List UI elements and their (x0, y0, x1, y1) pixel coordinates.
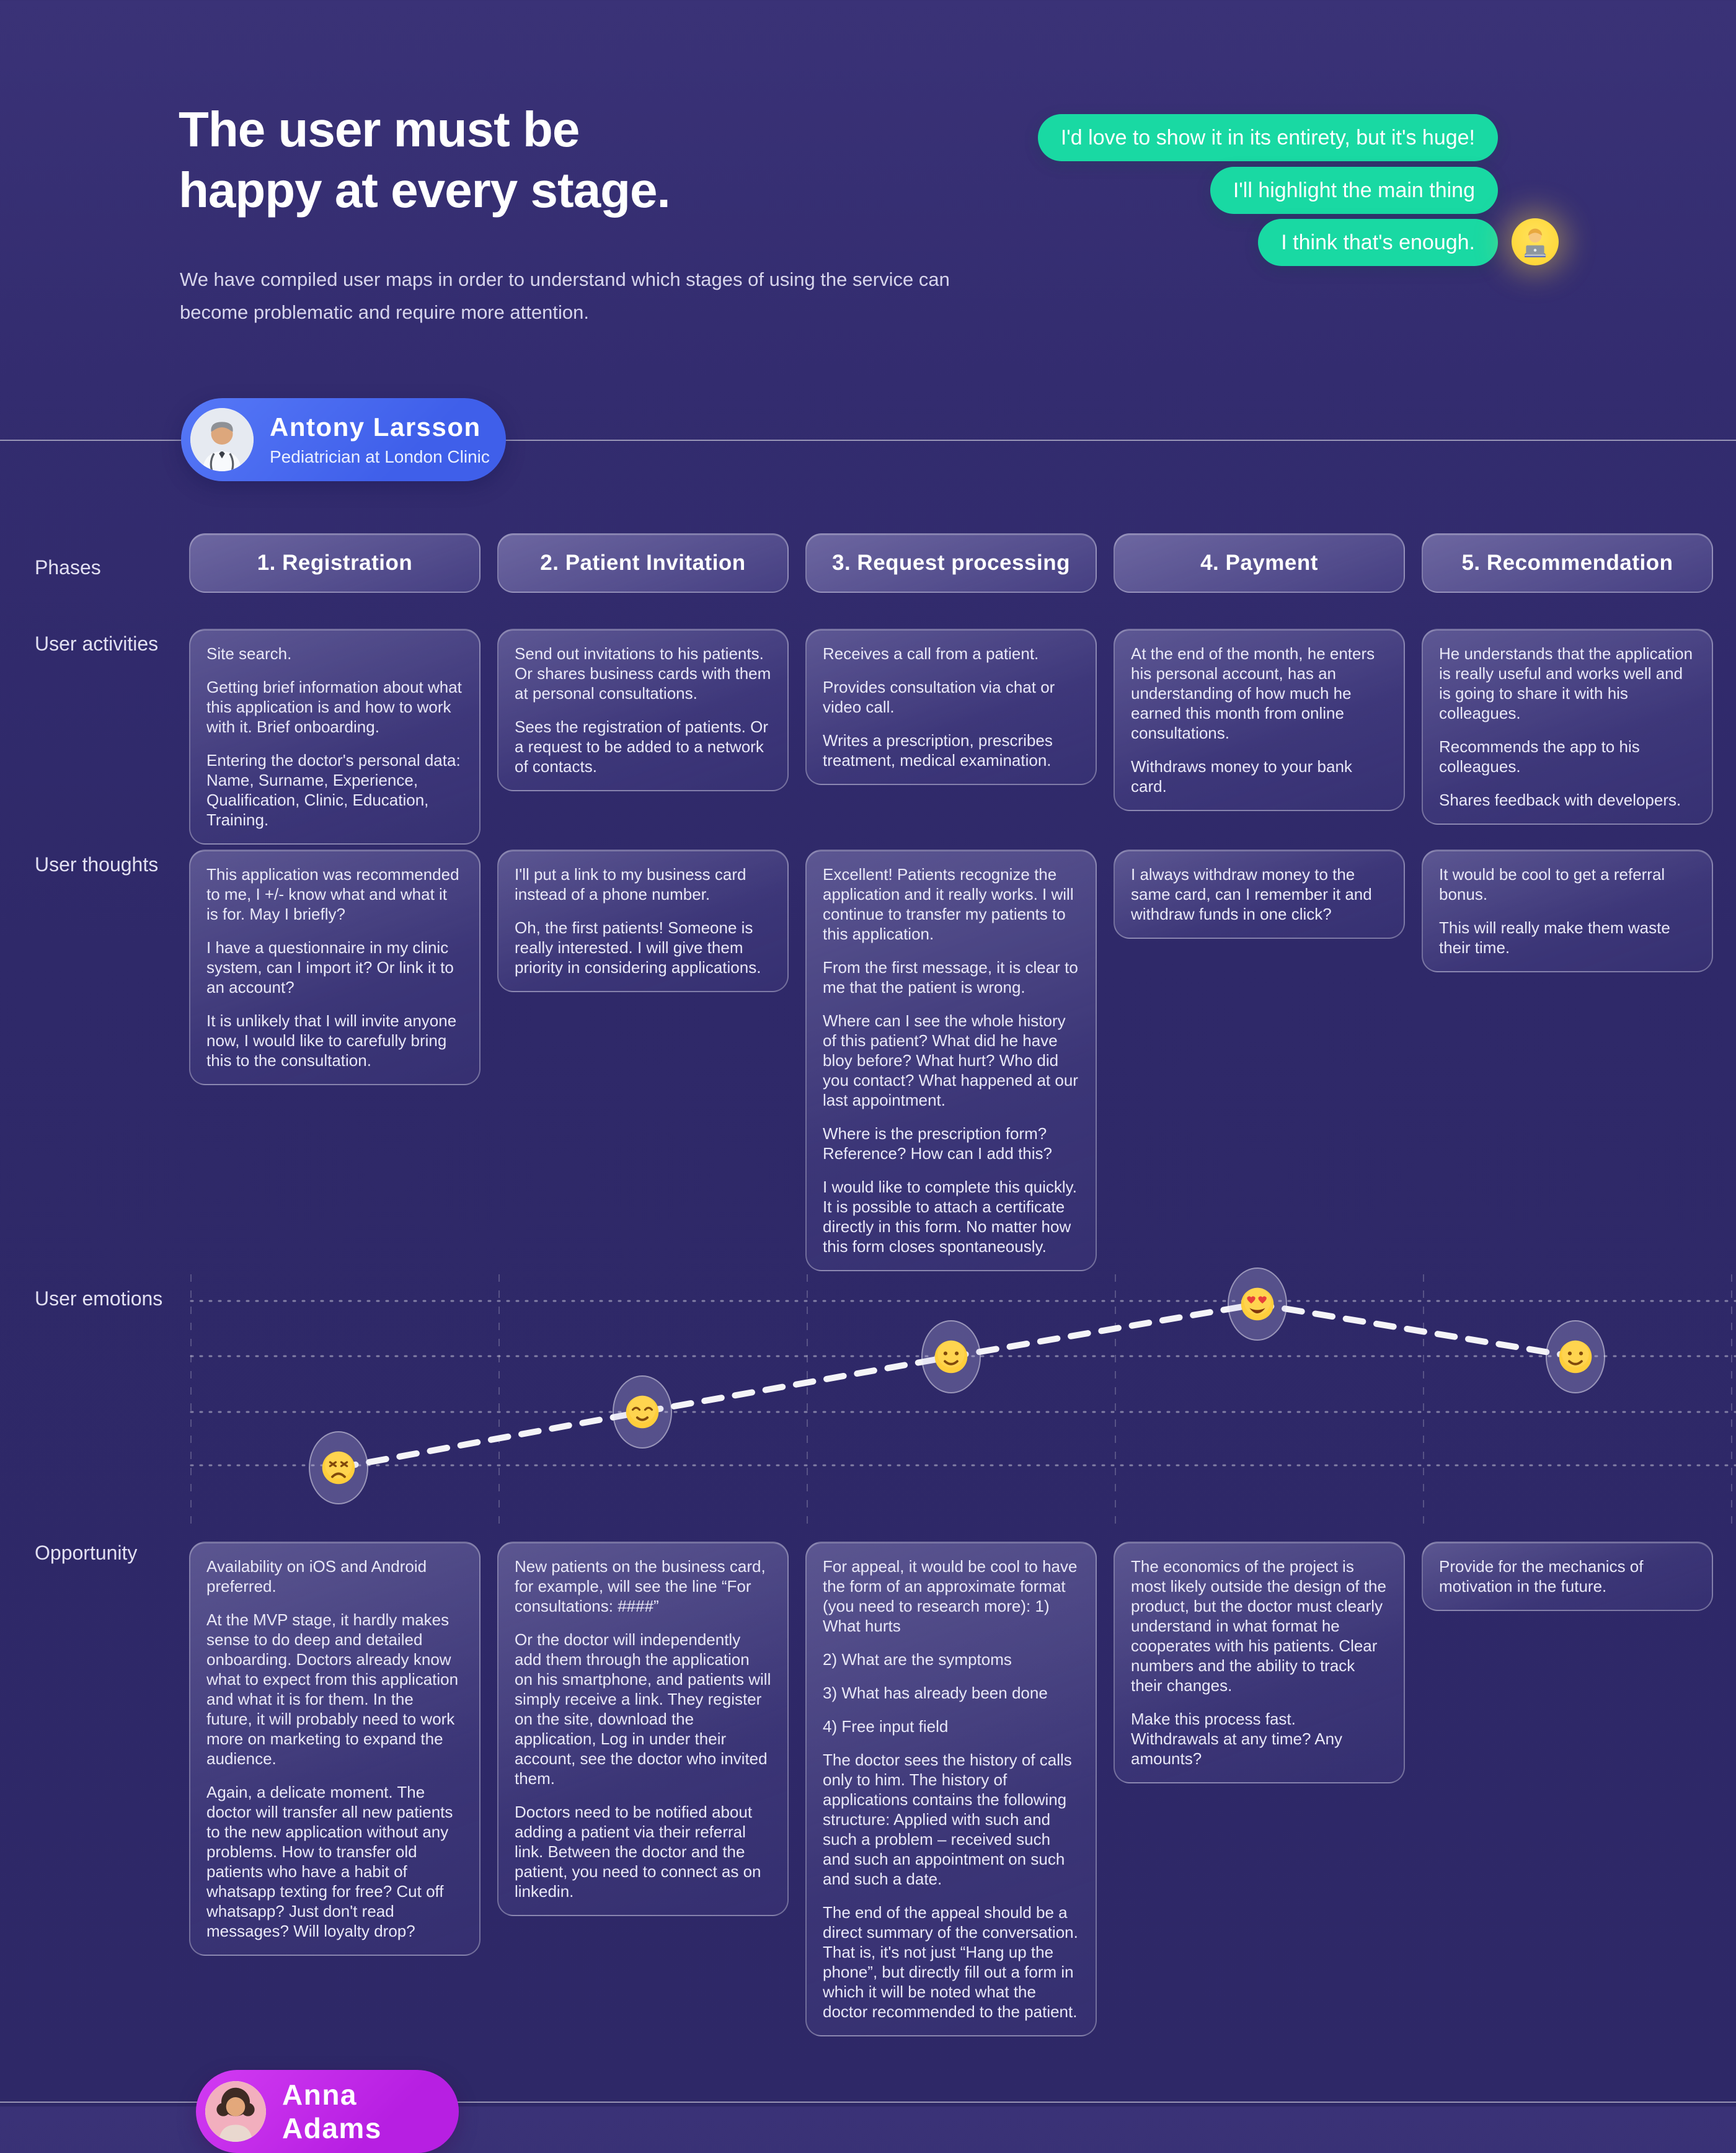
activities-card-payment: At the end of the month, he enters his p… (1114, 629, 1405, 811)
row-label-user-emotions: User emotions (35, 1287, 163, 1310)
page-subtitle: We have compiled user maps in order to u… (180, 269, 950, 323)
anna-avatar (205, 2081, 266, 2142)
opportunity-text: Again, a delicate moment. The doctor wil… (206, 1783, 453, 1940)
opportunity-text: The end of the appeal should be a direct… (823, 1903, 1078, 2021)
emotions-grid-and-line (190, 1274, 1736, 1532)
opportunity-card-patient-invitation: New patients on the business card, for e… (497, 1542, 789, 1916)
persona-role: Pediatrician at London Clinic (270, 447, 490, 466)
thoughts-card-recommendation: It would be cool to get a referral bonus… (1422, 850, 1713, 972)
top-divider-line (0, 440, 1736, 441)
persona-name: Antony Larsson (270, 412, 481, 442)
thought-text: Excellent! Patients recognize the applic… (823, 865, 1074, 943)
row-label-user-activities: User activities (35, 633, 159, 655)
activities-card-request-processing: Receives a call from a patient. Provides… (805, 629, 1097, 785)
user-emotions-chart (0, 1265, 1736, 1538)
phase-card-recommendation: 5. Recommendation (1422, 533, 1713, 593)
emotion-point-request-processing (921, 1320, 981, 1393)
doctor-avatar-glyph (190, 408, 254, 471)
activity-text: Recommends the app to his colleagues. (1439, 737, 1640, 776)
activity-text: Send out invitations to his patients. Or… (515, 644, 771, 703)
thought-text: I would like to complete this quickly. I… (823, 1178, 1077, 1256)
phase-card-patient-invitation: 2. Patient Invitation (497, 533, 789, 593)
opportunity-text: 4) Free input field (823, 1717, 949, 1736)
persevering-face-icon (322, 1451, 355, 1485)
activities-card-registration: Site search. Getting brief information a… (189, 629, 480, 845)
activity-text: Sees the registration of patients. Or a … (515, 717, 768, 776)
technologist-glyph (1525, 228, 1546, 257)
slightly-smiling-face-icon (1559, 1340, 1592, 1374)
activity-text: Provides consultation via chat or video … (823, 678, 1055, 716)
emotion-point-patient-invitation (613, 1375, 672, 1449)
chat-bubble-3: I think that's enough. (1258, 219, 1498, 266)
opportunity-text: Or the doctor will independently add the… (515, 1630, 771, 1788)
opportunity-text: New patients on the business card, for e… (515, 1557, 766, 1615)
thought-text: It would be cool to get a referral bonus… (1439, 865, 1665, 903)
bottom-divider-line (0, 2102, 1736, 2103)
activity-text: At the end of the month, he enters his p… (1131, 644, 1375, 742)
opportunity-text: For appeal, it would be cool to have the… (823, 1557, 1078, 1635)
opportunity-text: Provide for the mechanics of motivation … (1439, 1557, 1644, 1596)
opportunity-text: The doctor sees the history of calls onl… (823, 1751, 1072, 1888)
opportunity-text: The economics of the project is most lik… (1131, 1557, 1386, 1695)
woman-avatar-glyph (205, 2081, 266, 2142)
activity-text: Entering the doctor's personal data: Nam… (206, 751, 461, 829)
thought-text: This will really make them waste their t… (1439, 918, 1670, 957)
opportunity-text: At the MVP stage, it hardly makes sense … (206, 1610, 459, 1768)
persona-name: Anna Adams (282, 2079, 382, 2144)
phase-card-request-processing: 3. Request processing (805, 533, 1097, 593)
opportunity-text: Doctors need to be notified about adding… (515, 1803, 761, 1901)
row-label-phases: Phases (35, 556, 101, 579)
opportunity-card-registration: Availability on iOS and Android preferre… (189, 1542, 480, 1956)
phase-card-payment: 4. Payment (1114, 533, 1405, 593)
activity-text: Writes a prescription, prescribes treatm… (823, 731, 1053, 770)
thought-text: Where can I see the whole history of thi… (823, 1011, 1078, 1109)
chat-bubble-2: I'll highlight the main thing (1210, 167, 1498, 214)
chat-bubble-1: I'd love to show it in its entirety, but… (1037, 114, 1498, 161)
page-title-line2: happy at every stage. (179, 162, 671, 218)
opportunity-text: 3) What has already been done (823, 1684, 1048, 1702)
activity-text: Withdraws money to your bank card. (1131, 757, 1352, 796)
thoughts-card-payment: I always withdraw money to the same card… (1114, 850, 1405, 939)
phase-card-registration: 1. Registration (189, 533, 480, 593)
page-title-line1: The user must be (179, 102, 580, 157)
relieved-face-icon (626, 1395, 659, 1429)
row-label-user-thoughts: User thoughts (35, 853, 159, 876)
thoughts-card-registration: This application was recommended to me, … (189, 850, 480, 1085)
persona-card-anna: Anna Adams (196, 2070, 459, 2153)
thoughts-card-patient-invitation: I'll put a link to my business card inst… (497, 850, 789, 992)
slightly-smiling-face-icon (934, 1340, 968, 1374)
thought-text: Oh, the first patients! Someone is reall… (515, 918, 761, 977)
opportunity-text: 2) What are the symptoms (823, 1650, 1012, 1669)
activities-card-recommendation: He understands that the application is r… (1422, 629, 1713, 825)
emotion-point-payment (1228, 1267, 1287, 1341)
activities-card-patient-invitation: Send out invitations to his patients. Or… (497, 629, 789, 791)
activity-text: Receives a call from a patient. (823, 644, 1039, 663)
emotion-point-recommendation (1546, 1320, 1605, 1393)
activity-text: Site search. (206, 644, 292, 663)
thought-text: I have a questionnaire in my clinic syst… (206, 938, 454, 997)
page-title: The user must be happy at every stage. (179, 99, 671, 221)
man-technologist-emoji-icon (1512, 218, 1559, 265)
thoughts-card-request-processing: Excellent! Patients recognize the applic… (805, 850, 1097, 1271)
opportunity-card-payment: The economics of the project is most lik… (1114, 1542, 1405, 1783)
thought-text: This application was recommended to me, … (206, 865, 459, 923)
activity-text: Shares feedback with developers. (1439, 791, 1681, 809)
heart-eyes-face-icon (1241, 1287, 1274, 1321)
thought-text: I always withdraw money to the same card… (1131, 865, 1372, 923)
activity-text: Getting brief information about what thi… (206, 678, 462, 736)
emotion-point-registration (309, 1431, 368, 1504)
thought-text: Where is the prescription form? Referenc… (823, 1124, 1052, 1163)
row-label-opportunity: Opportunity (35, 1542, 138, 1564)
thought-text: From the first message, it is clear to m… (823, 958, 1078, 997)
opportunity-card-request-processing: For appeal, it would be cool to have the… (805, 1542, 1097, 2036)
opportunity-card-recommendation: Provide for the mechanics of motivation … (1422, 1542, 1713, 1611)
thought-text: I'll put a link to my business card inst… (515, 865, 746, 903)
antony-avatar (190, 408, 254, 471)
persona-card-antony: Antony Larsson Pediatrician at London Cl… (181, 398, 506, 481)
activity-text: He understands that the application is r… (1439, 644, 1693, 722)
opportunity-text: Make this process fast. Withdrawals at a… (1131, 1710, 1343, 1768)
thought-text: It is unlikely that I will invite anyone… (206, 1011, 457, 1070)
opportunity-text: Availability on iOS and Android preferre… (206, 1557, 427, 1596)
